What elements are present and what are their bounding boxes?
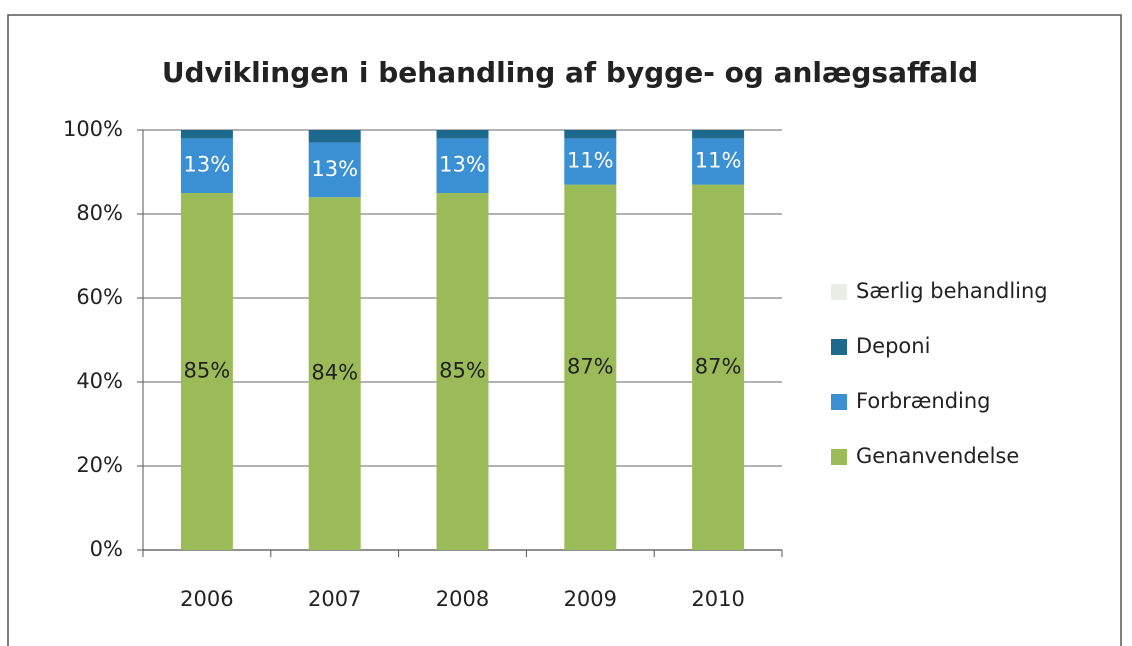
x-tick-label: 2009: [564, 587, 617, 611]
legend-label: Forbrænding: [856, 389, 991, 413]
data-label: 13%: [184, 153, 231, 177]
y-tick-label: 20%: [76, 453, 123, 477]
y-tick-label: 60%: [76, 285, 123, 309]
x-tick-label: 2010: [691, 587, 744, 611]
legend-swatch: [831, 339, 847, 355]
data-label: 13%: [439, 153, 486, 177]
bar-segment: [308, 130, 361, 143]
bar-segment: [692, 184, 745, 550]
bar-segment: [308, 142, 361, 198]
bar-segment: [436, 138, 489, 193]
x-tick-label: 2007: [308, 587, 361, 611]
data-label: 13%: [311, 157, 358, 181]
bar-segment: [308, 197, 361, 550]
legend-label: Deponi: [856, 334, 930, 358]
data-label: 11%: [567, 149, 614, 173]
bar-segment: [564, 184, 617, 550]
legend-swatch: [831, 284, 847, 300]
bar-segment: [564, 138, 617, 185]
bar-segment: [180, 138, 233, 193]
y-tick-label: 40%: [76, 369, 123, 393]
x-tick-label: 2006: [180, 587, 233, 611]
bar-segment: [180, 130, 233, 139]
chart-title: Udviklingen i behandling af bygge- og an…: [162, 56, 978, 89]
data-label: 85%: [184, 359, 231, 383]
y-tick-label: 0%: [90, 537, 123, 561]
bar-segment: [692, 138, 745, 185]
y-tick-label: 80%: [76, 201, 123, 225]
legend-swatch: [831, 449, 847, 465]
bar-segment: [692, 130, 745, 139]
data-label: 11%: [695, 149, 742, 173]
y-tick-label: 100%: [63, 117, 123, 141]
data-label: 87%: [567, 354, 614, 378]
data-label: 87%: [695, 354, 742, 378]
legend-label: Særlig behandling: [856, 279, 1048, 303]
bar-segment: [436, 130, 489, 139]
legend-swatch: [831, 394, 847, 410]
x-tick-label: 2008: [436, 587, 489, 611]
data-label: 85%: [439, 359, 486, 383]
data-label: 84%: [311, 361, 358, 385]
bar-segment: [180, 193, 233, 550]
bar-segment: [436, 193, 489, 550]
bar-segment: [564, 130, 617, 139]
legend-label: Genanvendelse: [856, 444, 1019, 468]
